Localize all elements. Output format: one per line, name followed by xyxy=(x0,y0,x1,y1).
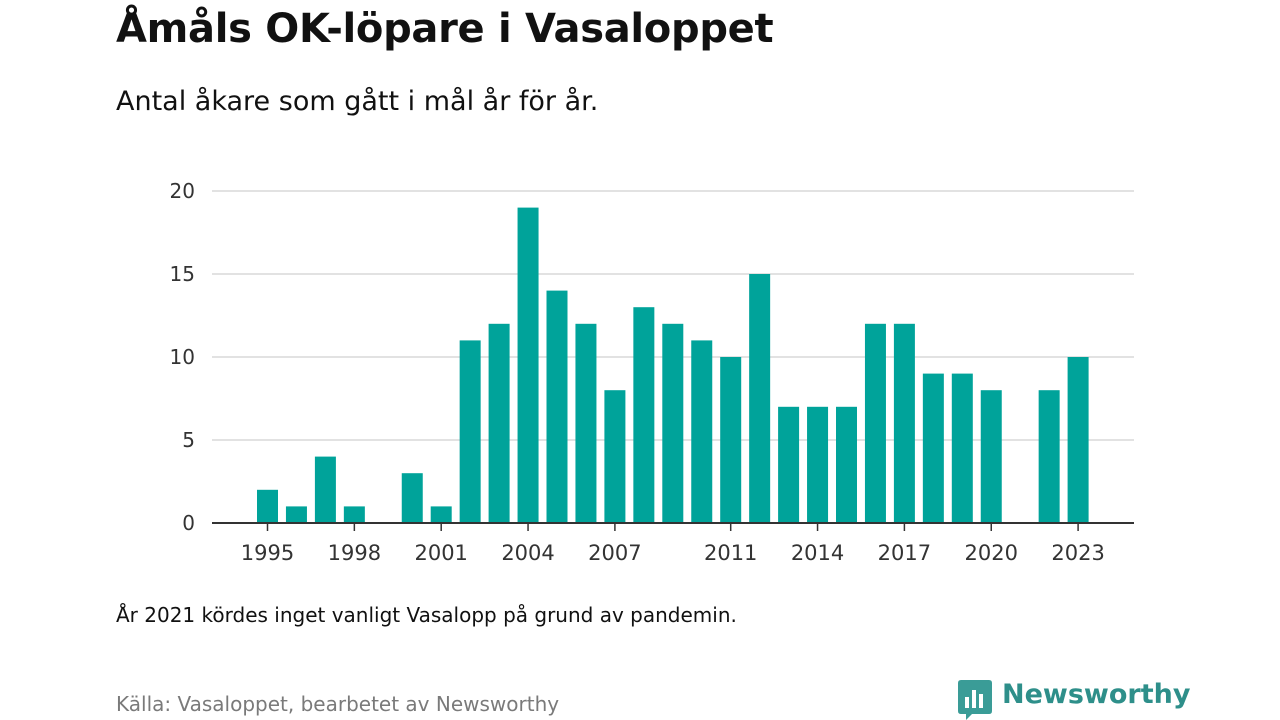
chart-subtitle: Antal åkare som gått i mål år för år. xyxy=(116,86,599,117)
x-tick-label-2007: 2007 xyxy=(588,541,641,565)
bar-2017 xyxy=(893,323,915,523)
bar-2005 xyxy=(546,290,568,523)
bar-2018 xyxy=(922,373,944,523)
chart-title: Åmåls OK-löpare i Vasaloppet xyxy=(116,6,774,52)
x-tick-label-2001: 2001 xyxy=(414,541,467,565)
x-tick-label-1995: 1995 xyxy=(241,541,294,565)
bar-2013 xyxy=(778,406,800,523)
bar-1997 xyxy=(314,456,336,523)
x-tick-label-2023: 2023 xyxy=(1051,541,1104,565)
chart-note: År 2021 kördes inget vanligt Vasalopp på… xyxy=(116,603,737,627)
axes: 0 5 10 15 20 1995 1998 2001 2004 2007 2011 2014 2017… xyxy=(170,179,1134,565)
bar-2016 xyxy=(864,323,886,523)
bar-2010 xyxy=(691,340,713,523)
newsworthy-logo[interactable]: Newsworthy xyxy=(958,679,1191,720)
bar-2011 xyxy=(720,357,742,523)
bar-2008 xyxy=(633,307,655,523)
bar-2023 xyxy=(1067,357,1089,523)
x-tick-label-1998: 1998 xyxy=(328,541,381,565)
x-tick-label-2014: 2014 xyxy=(791,541,844,565)
bar-2006 xyxy=(575,323,597,523)
bar-2020 xyxy=(980,390,1002,523)
source-text: Källa: Vasaloppet, bearbetet av Newswort… xyxy=(116,692,560,716)
x-tick-label-2004: 2004 xyxy=(501,541,554,565)
bar-1996 xyxy=(285,506,307,523)
y-tick-label-20: 20 xyxy=(170,179,195,203)
bar-2012 xyxy=(749,274,771,523)
bar-2019 xyxy=(951,373,973,523)
bar-1995 xyxy=(257,489,278,523)
newsworthy-logo-icon xyxy=(958,680,992,720)
bar-2000 xyxy=(401,473,423,523)
x-tick-label-2020: 2020 xyxy=(965,541,1018,565)
x-tick-label-2011: 2011 xyxy=(704,541,757,565)
bars xyxy=(257,207,1089,523)
bar-1998 xyxy=(343,506,365,523)
bar-2003 xyxy=(488,323,510,523)
bar-2015 xyxy=(836,406,857,523)
y-tick-label-5: 5 xyxy=(182,428,195,452)
bar-2002 xyxy=(459,340,481,523)
y-tick-label-10: 10 xyxy=(170,345,195,369)
bar-2009 xyxy=(662,323,684,523)
bar-chart: 0 5 10 15 20 1995 1998 2001 2004 2007 2011 2014 2017… xyxy=(170,179,1134,565)
y-tick-label-15: 15 xyxy=(170,262,195,286)
bar-2001 xyxy=(430,506,452,523)
bar-2022 xyxy=(1038,390,1060,523)
y-tick-label-0: 0 xyxy=(182,511,195,535)
brand-name: Newsworthy xyxy=(1002,679,1191,710)
bar-2014 xyxy=(807,406,829,523)
bar-2004 xyxy=(517,207,539,523)
x-tick-label-2017: 2017 xyxy=(878,541,931,565)
bar-2007 xyxy=(604,390,626,523)
